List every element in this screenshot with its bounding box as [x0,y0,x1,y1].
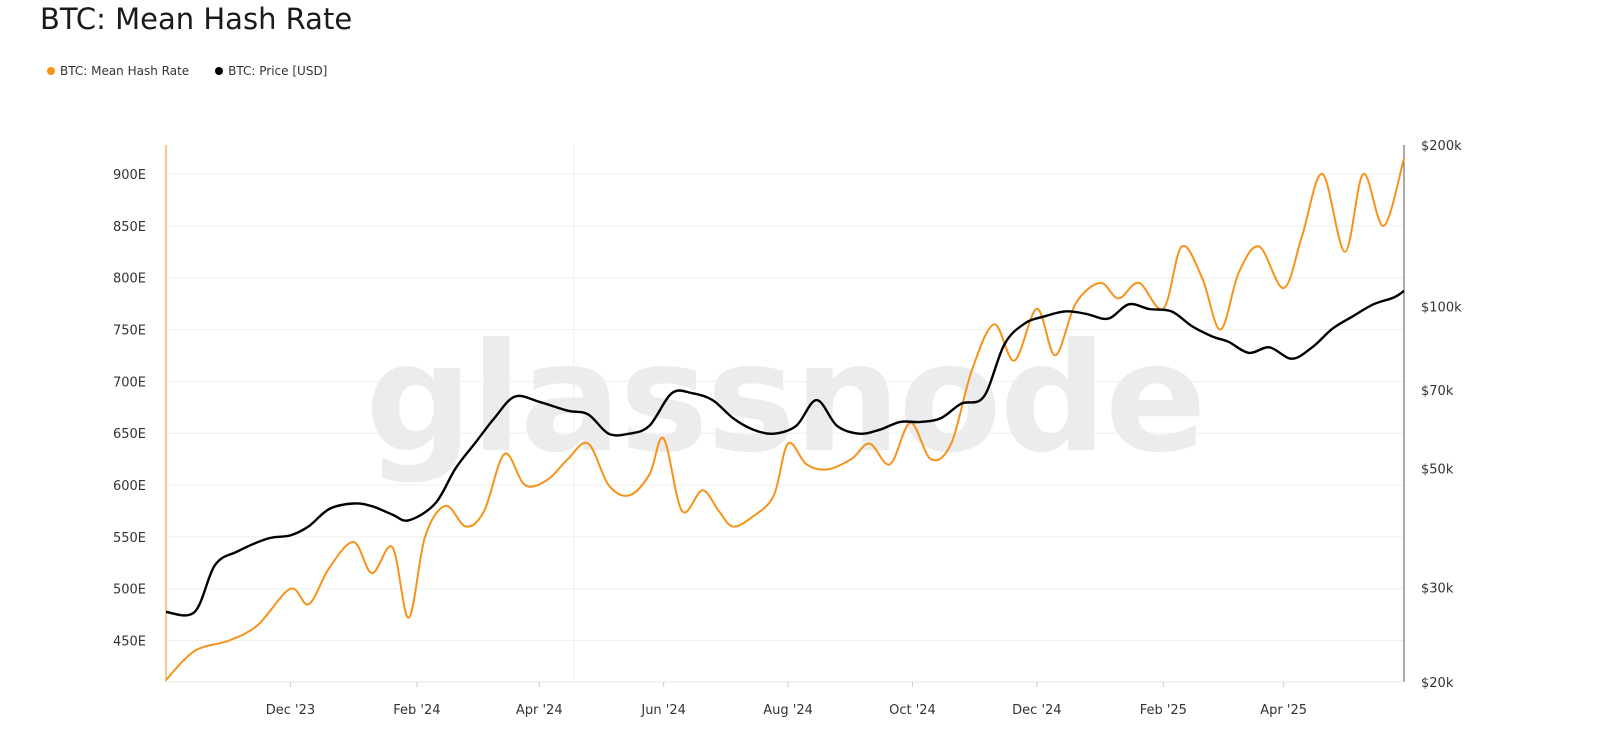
watermark: glassnode [365,312,1205,486]
y-right-tick-label: $100k [1421,301,1462,316]
legend-item-hash-rate[interactable]: BTC: Mean Hash Rate [47,64,189,78]
legend-label-hash-rate: BTC: Mean Hash Rate [60,64,190,78]
x-tick-label: Feb '24 [393,703,440,718]
y-left-tick-label: 700E [113,375,146,390]
y-right-tick-label: $30k [1421,581,1454,596]
x-tick-label: Oct '24 [889,703,936,718]
y-left-tick-label: 800E [113,272,146,287]
y-right-tick-label: $20k [1421,676,1454,691]
y-left-tick-label: 500E [113,583,146,598]
axes [165,145,1405,683]
x-tick-label: Apr '25 [1260,703,1307,718]
series-layer [165,158,1405,681]
legend-dot-hash-rate [47,67,55,75]
y-left-tick-label: 750E [113,324,146,339]
series-line-price[interactable] [165,289,1405,617]
x-tick-label: Dec '23 [266,703,315,718]
x-tick-label: Feb '25 [1140,703,1187,718]
y-left-tick-label: 650E [113,427,146,442]
y-left-tick-label: 600E [113,479,146,494]
chart-title: BTC: Mean Hash Rate [40,2,353,36]
y-left-tick-label: 450E [113,635,146,650]
legend-label-price: BTC: Price [USD] [228,64,328,78]
series-line-hash-rate[interactable] [165,158,1405,681]
y-right-tick-label: $70k [1421,384,1454,399]
x-tick-label: Aug '24 [763,703,813,718]
x-tick-label: Apr '24 [516,703,563,718]
legend-dot-price [215,67,224,75]
y-left-tick-label: 550E [113,531,146,546]
ticks: 450E 500E 550E 600E 650E 700E 750E 800E 850E 900E… [113,139,1462,718]
y-right-tick-label: $200k [1421,139,1462,154]
legend-item-price[interactable]: BTC: Price [USD] [215,64,327,78]
x-tick-label: Jun '24 [640,703,686,718]
x-tick-label: Dec '24 [1012,703,1061,718]
y-left-tick-label: 900E [113,168,146,183]
legend: BTC: Mean Hash Rate BTC: Price [USD] [47,64,327,78]
y-left-tick-label: 850E [113,220,146,235]
y-right-tick-label: $50k [1421,462,1454,477]
